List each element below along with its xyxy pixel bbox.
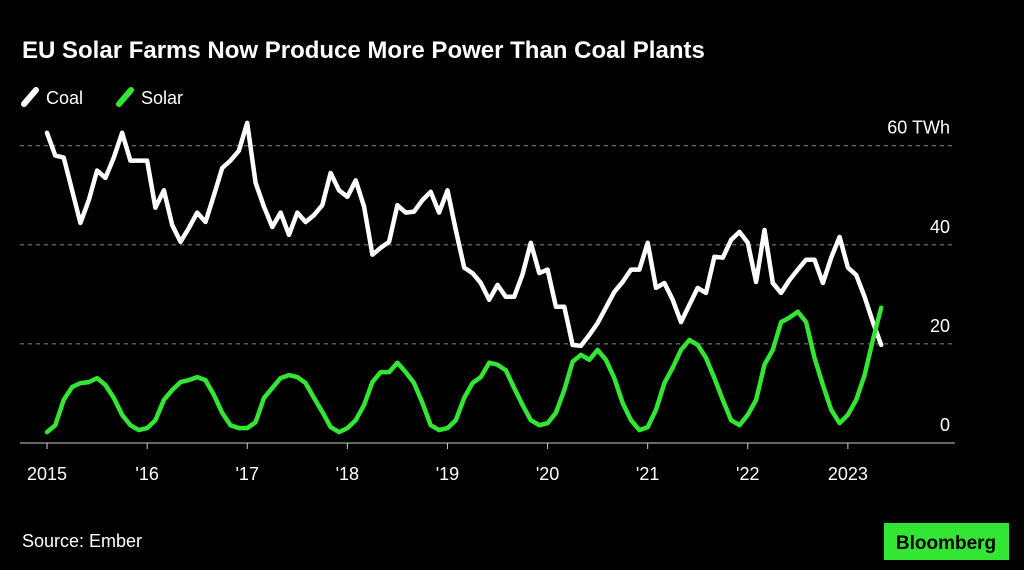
legend-label: Coal (46, 88, 83, 108)
x-tick-label: '16 (135, 464, 158, 484)
x-tick-label: '20 (536, 464, 559, 484)
brand: Bloomberg (896, 533, 996, 554)
x-tick-label: 2015 (27, 464, 67, 484)
x-tick-label: '21 (636, 464, 659, 484)
y-tick-label: 20 (930, 316, 950, 336)
y-tick-label: 60 TWh (887, 118, 950, 138)
legend-label: Solar (141, 88, 183, 108)
series-line (44, 120, 884, 349)
x-tick-label: '19 (436, 464, 459, 484)
x-tick-label: '18 (336, 464, 359, 484)
legend-swatch (116, 87, 135, 107)
brand-badge (884, 523, 1009, 560)
source: Source: Ember (22, 531, 142, 551)
y-tick-label: 40 (930, 217, 950, 237)
chart-title: EU Solar Farms Now Produce More Power Th… (22, 37, 705, 64)
x-tick-label: '22 (736, 464, 759, 484)
legend-swatch (21, 87, 39, 107)
y-tick-label: 0 (940, 415, 950, 435)
series-line (44, 305, 884, 435)
x-tick-label: '17 (236, 464, 259, 484)
x-tick-label: 2023 (828, 464, 868, 484)
